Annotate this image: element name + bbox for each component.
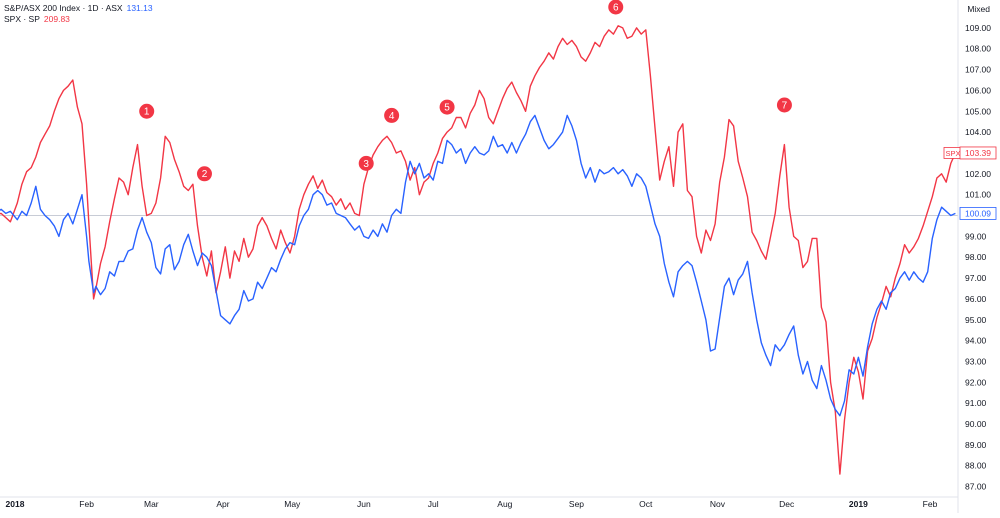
legend-spx-label: SPX · SP bbox=[4, 14, 40, 24]
x-tick-label: 2018 bbox=[6, 499, 25, 509]
annotation-label: 2 bbox=[202, 169, 208, 180]
legend-asx-label: S&P/ASX 200 Index · 1D · ASX bbox=[4, 3, 123, 13]
legend-spx-value: 209.83 bbox=[43, 14, 70, 24]
x-tick-label: Dec bbox=[779, 499, 795, 509]
y-tick-label: 90.00 bbox=[965, 419, 987, 429]
annotation-circle bbox=[384, 107, 400, 123]
x-tick-label: 2019 bbox=[849, 499, 868, 509]
annotation-marker-1[interactable]: 1 bbox=[139, 103, 155, 119]
y-tick-label: 94.00 bbox=[965, 336, 987, 346]
y-tick-label: 109.00 bbox=[965, 23, 991, 33]
spx-tag-name: SPX bbox=[945, 149, 960, 158]
x-tick-label: May bbox=[284, 499, 301, 509]
y-tick-label: 91.00 bbox=[965, 398, 987, 408]
annotation-marker-2[interactable]: 2 bbox=[196, 166, 212, 182]
annotation-label: 1 bbox=[144, 107, 150, 118]
y-tick-label: 96.00 bbox=[965, 294, 987, 304]
y-tick-label: 108.00 bbox=[965, 44, 991, 54]
annotation-circle bbox=[439, 99, 455, 115]
y-tick-label: 99.00 bbox=[965, 231, 987, 241]
annotation-marker-6[interactable]: 6 bbox=[608, 0, 624, 15]
x-tick-label: Aug bbox=[497, 499, 512, 509]
y-tick-label: 106.00 bbox=[965, 85, 991, 95]
x-tick-label: Sep bbox=[569, 499, 584, 509]
y-tick-label: 104.00 bbox=[965, 127, 991, 137]
y-tick-label: 93.00 bbox=[965, 356, 987, 366]
last-value-text: 100.09 bbox=[965, 208, 991, 218]
annotation-marker-3[interactable]: 3 bbox=[358, 155, 374, 171]
x-tick-label: Apr bbox=[216, 499, 229, 509]
annotation-marker-4[interactable]: 4 bbox=[384, 107, 400, 123]
annotation-label: 5 bbox=[444, 102, 450, 113]
y-tick-label: 89.00 bbox=[965, 440, 987, 450]
x-tick-label: Jul bbox=[428, 499, 439, 509]
last-value-tag-spx: SPX 103.39 bbox=[943, 146, 997, 160]
annotation-circle bbox=[608, 0, 624, 15]
series-line-spx[interactable] bbox=[0, 25, 957, 475]
y-tick-label: 101.00 bbox=[965, 190, 991, 200]
y-tick-label: 98.00 bbox=[965, 252, 987, 262]
scale-mode-label[interactable]: Mixed bbox=[967, 4, 990, 14]
annotation-marker-5[interactable]: 5 bbox=[439, 99, 455, 115]
x-tick-label: Feb bbox=[79, 499, 94, 509]
x-tick-label: Oct bbox=[639, 499, 653, 509]
y-tick-label: 107.00 bbox=[965, 65, 991, 75]
annotation-circle bbox=[196, 166, 212, 182]
y-tick-label: 95.00 bbox=[965, 315, 987, 325]
annotation-circle bbox=[776, 97, 792, 113]
legend-asx-value: 131.13 bbox=[126, 3, 153, 13]
annotation-marker-7[interactable]: 7 bbox=[776, 97, 792, 113]
y-tick-label: 102.00 bbox=[965, 169, 991, 179]
annotation-label: 3 bbox=[363, 159, 369, 170]
annotation-label: 6 bbox=[613, 2, 619, 13]
last-value-tag-asx: 100.09 bbox=[959, 207, 997, 220]
legend-row-asx[interactable]: S&P/ASX 200 Index · 1D · ASX 131.13 bbox=[4, 3, 153, 14]
annotation-label: 7 bbox=[782, 100, 788, 111]
y-tick-label: 97.00 bbox=[965, 273, 987, 283]
x-tick-label: Feb bbox=[923, 499, 938, 509]
series-line-asx[interactable] bbox=[0, 114, 956, 417]
annotation-circle bbox=[358, 155, 374, 171]
legend: S&P/ASX 200 Index · 1D · ASX 131.13 SPX ·… bbox=[4, 3, 153, 25]
x-tick-label: Mar bbox=[144, 499, 159, 509]
annotation-circle bbox=[139, 103, 155, 119]
y-tick-label: 88.00 bbox=[965, 461, 987, 471]
y-tick-label: 92.00 bbox=[965, 377, 987, 387]
annotation-label: 4 bbox=[389, 111, 395, 122]
x-tick-label: Jun bbox=[357, 499, 371, 509]
y-tick-label: 105.00 bbox=[965, 106, 991, 116]
last-value-text: 103.39 bbox=[965, 148, 991, 158]
x-tick-label: Nov bbox=[710, 499, 726, 509]
legend-row-spx[interactable]: SPX · SP 209.83 bbox=[4, 14, 153, 25]
y-tick-label: 87.00 bbox=[965, 482, 987, 492]
